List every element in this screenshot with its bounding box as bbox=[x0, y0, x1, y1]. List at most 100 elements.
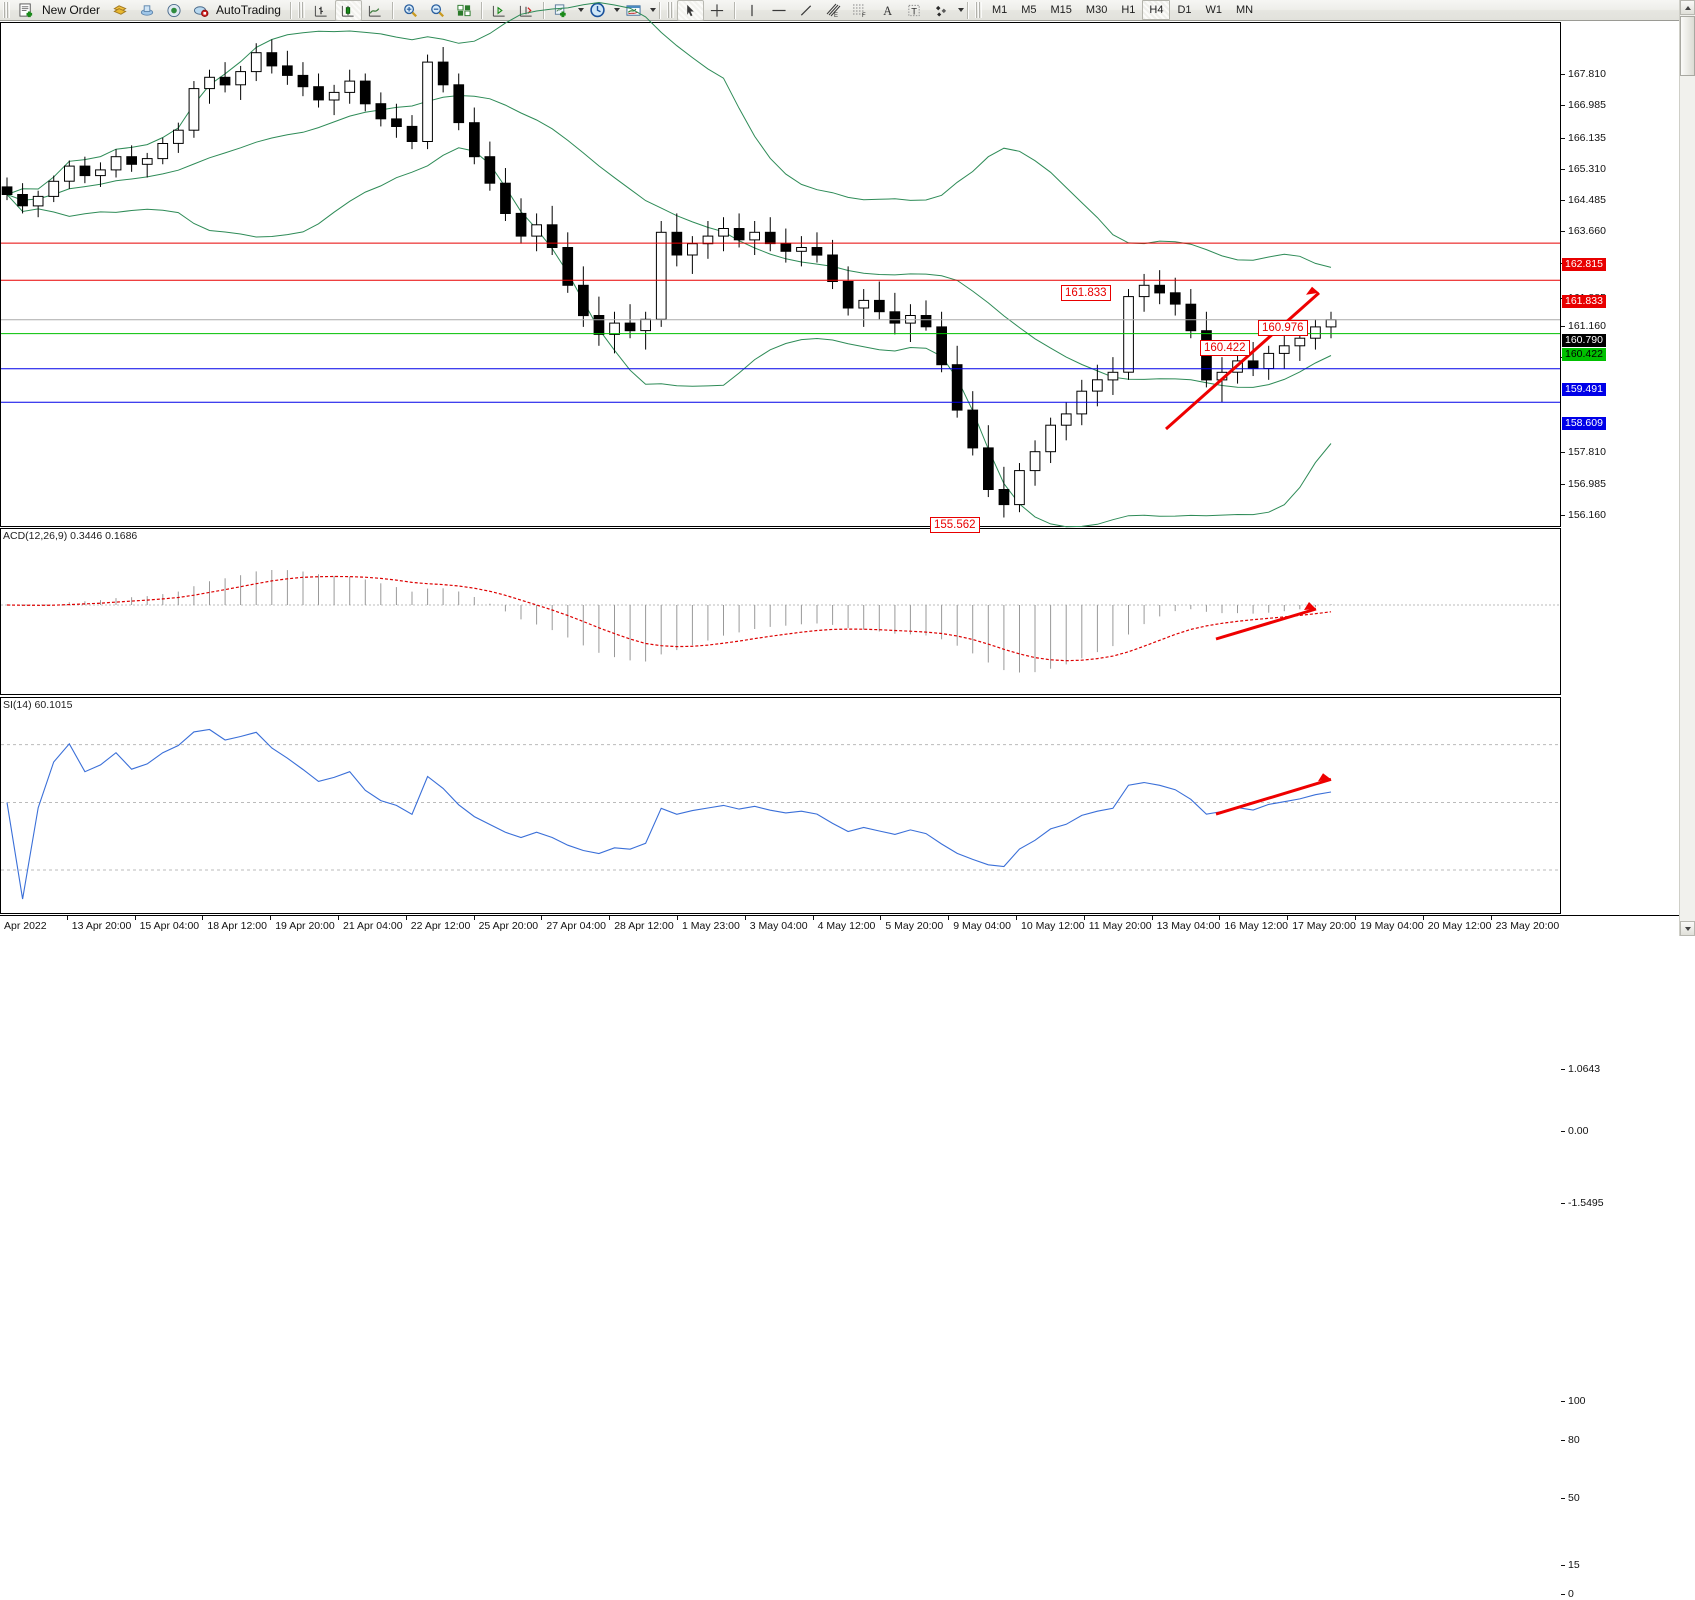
rsi-pane[interactable]: SI(14) 60.1015 bbox=[0, 697, 1561, 914]
time-label: 9 May 04:00 bbox=[948, 916, 1011, 932]
time-label: 22 Apr 12:00 bbox=[405, 916, 470, 932]
price-tag-resistance-line[interactable]: 162.815 bbox=[1562, 257, 1606, 271]
timeframe-m30[interactable]: M30 bbox=[1085, 4, 1108, 16]
timeframe-m15[interactable]: M15 bbox=[1050, 4, 1072, 16]
rsi-tick: 80 bbox=[1561, 1434, 1580, 1446]
toolbar-separator-4 bbox=[542, 1, 545, 19]
auto-scroll-icon[interactable] bbox=[513, 0, 540, 21]
text-icon[interactable]: A bbox=[874, 0, 901, 21]
time-label: 5 May 20:00 bbox=[880, 916, 943, 932]
svg-text:E: E bbox=[834, 13, 838, 18]
scroll-up-button[interactable] bbox=[1680, 0, 1695, 15]
price-annotation[interactable]: 160.422 bbox=[1200, 340, 1250, 356]
price-annotation[interactable]: 160.976 bbox=[1258, 320, 1308, 336]
rsi-tick: 15 bbox=[1561, 1559, 1580, 1571]
autotrading-label: AutoTrading bbox=[216, 3, 281, 17]
time-axis[interactable]: Apr 2022 13 Apr 20:00 15 Apr 04:00 18 Apr 1… bbox=[0, 915, 1695, 936]
price-chart-pane[interactable] bbox=[0, 1, 1561, 528]
time-label: 1 May 23:00 bbox=[677, 916, 740, 932]
timeframe-mn[interactable]: MN bbox=[1236, 4, 1254, 16]
strategy-tester-icon[interactable] bbox=[133, 0, 160, 21]
rsi-tick: 50 bbox=[1561, 1492, 1580, 1504]
templates-dropdown-caret[interactable] bbox=[649, 8, 656, 12]
toolbar-grip-4[interactable] bbox=[974, 2, 982, 18]
macd-tick: 0.00 bbox=[1561, 1125, 1588, 1137]
macd-scale[interactable]: 1.0643 0.00 -1.5495 bbox=[1561, 528, 1695, 1209]
toolbar-grip-2[interactable] bbox=[297, 2, 305, 18]
period-clock-icon[interactable] bbox=[584, 0, 611, 21]
price-tag-support-line[interactable]: 158.609 bbox=[1562, 416, 1606, 430]
price-tag-current-bid[interactable]: 160.790 bbox=[1562, 334, 1606, 348]
price-annotation[interactable]: 155.562 bbox=[930, 517, 980, 533]
equidistant-channel-icon[interactable]: E bbox=[820, 0, 847, 21]
time-label: 13 Apr 20:00 bbox=[66, 916, 131, 932]
toolbar-grip-3[interactable] bbox=[666, 2, 674, 18]
toolbar-separator-3 bbox=[480, 1, 483, 19]
scroll-down-button[interactable] bbox=[1680, 921, 1695, 936]
add-indicator-icon[interactable] bbox=[548, 0, 575, 21]
chart-shift-icon[interactable] bbox=[486, 0, 513, 21]
time-label: 3 May 04:00 bbox=[744, 916, 808, 932]
cursor-icon[interactable] bbox=[676, 0, 704, 21]
time-label: 18 Apr 12:00 bbox=[202, 916, 267, 932]
vertical-line-icon[interactable] bbox=[739, 0, 766, 21]
price-tick: 167.810 bbox=[1561, 68, 1606, 80]
shapes-icon[interactable] bbox=[928, 0, 955, 21]
price-tag-support-line[interactable]: 160.422 bbox=[1562, 348, 1606, 362]
price-scale[interactable]: 167.810 166.985 166.135 165.310 164.485 163.6… bbox=[1561, 22, 1695, 527]
price-tick: 164.485 bbox=[1561, 194, 1606, 206]
time-label: 28 Apr 12:00 bbox=[609, 916, 674, 932]
time-label: 15 Apr 04:00 bbox=[134, 916, 199, 932]
price-tick: 166.985 bbox=[1561, 99, 1606, 111]
price-tick: 156.160 bbox=[1561, 509, 1606, 521]
timeframe-w1[interactable]: W1 bbox=[1205, 4, 1223, 16]
label-icon[interactable]: T bbox=[901, 0, 928, 21]
timeframe-group: M1 M5 M15 M30 H1 H4 D1 W1 MN bbox=[985, 0, 1260, 20]
line-chart-icon[interactable] bbox=[362, 0, 389, 21]
price-tag-support-line[interactable]: 159.491 bbox=[1562, 383, 1606, 397]
time-label: 13 May 04:00 bbox=[1151, 916, 1220, 932]
tile-windows-icon[interactable] bbox=[451, 0, 478, 21]
new-order-button[interactable] bbox=[13, 0, 40, 21]
toolbar-separator-2 bbox=[391, 1, 394, 19]
time-label: 17 May 20:00 bbox=[1287, 916, 1356, 932]
macd-canvas bbox=[1, 570, 1560, 673]
time-label: 27 Apr 04:00 bbox=[541, 916, 606, 932]
toolbar-separator bbox=[289, 1, 292, 19]
rsi-tick: 100 bbox=[1561, 1395, 1586, 1407]
shapes-dropdown-caret[interactable] bbox=[957, 8, 964, 12]
time-label: 19 May 04:00 bbox=[1355, 916, 1424, 932]
autotrading-icon[interactable] bbox=[187, 0, 214, 21]
price-tick: 163.660 bbox=[1561, 225, 1606, 237]
rsi-scale[interactable]: 100 80 50 15 0 bbox=[1561, 697, 1695, 1600]
bar-chart-icon[interactable] bbox=[308, 0, 335, 21]
zoom-out-icon[interactable] bbox=[424, 0, 451, 21]
price-tag-resistance-line[interactable]: 161.833 bbox=[1562, 294, 1606, 308]
rsi-label: SI(14) 60.1015 bbox=[3, 699, 73, 711]
price-tick: 161.160 bbox=[1561, 320, 1606, 332]
timeframe-h4[interactable]: H4 bbox=[1142, 0, 1171, 20]
macd-tick: 1.0643 bbox=[1561, 1063, 1600, 1075]
templates-icon[interactable] bbox=[620, 0, 647, 21]
market-watch-icon[interactable] bbox=[160, 0, 187, 21]
zoom-in-icon[interactable] bbox=[397, 0, 424, 21]
timeframe-h1[interactable]: H1 bbox=[1121, 4, 1136, 16]
timeframe-d1[interactable]: D1 bbox=[1177, 4, 1192, 16]
scrollbar-thumb[interactable] bbox=[1680, 16, 1695, 76]
toolbar-grip[interactable] bbox=[3, 2, 10, 18]
horizontal-line-icon[interactable] bbox=[766, 0, 793, 21]
vertical-scrollbar[interactable] bbox=[1679, 0, 1695, 936]
expert-advisors-icon[interactable] bbox=[106, 0, 133, 21]
toolbar-separator-6 bbox=[733, 1, 736, 19]
trendline-icon[interactable] bbox=[793, 0, 820, 21]
time-label: 10 May 12:00 bbox=[1016, 916, 1085, 932]
candlestick-chart-icon[interactable] bbox=[334, 0, 362, 21]
svg-text:A: A bbox=[884, 4, 893, 18]
fibonacci-icon[interactable]: F bbox=[847, 0, 874, 21]
timeframe-m5[interactable]: M5 bbox=[1021, 4, 1037, 16]
crosshair-icon[interactable] bbox=[704, 0, 731, 21]
macd-pane[interactable]: ACD(12,26,9) 0.3446 0.1686 bbox=[0, 528, 1561, 695]
price-annotation[interactable]: 161.833 bbox=[1061, 285, 1111, 301]
time-label: 11 May 20:00 bbox=[1083, 916, 1152, 932]
timeframe-m1[interactable]: M1 bbox=[991, 4, 1008, 16]
